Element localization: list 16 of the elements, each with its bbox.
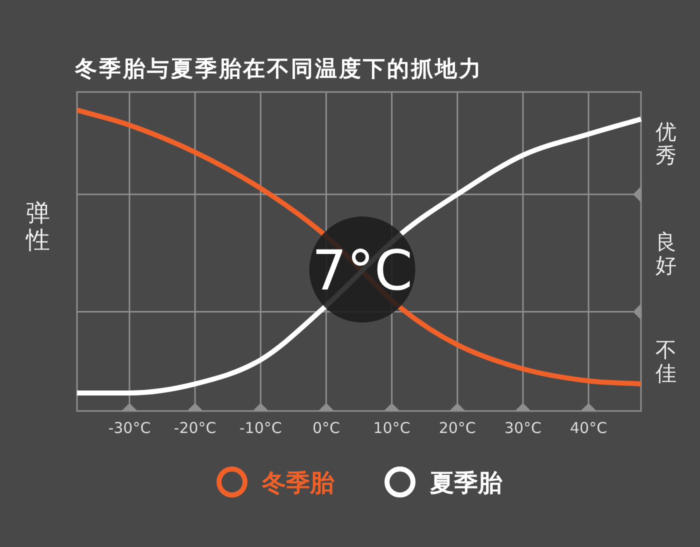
chart-title: 冬季胎与夏季胎在不同温度下的抓地力 [74,56,483,82]
annotation: 7°C [312,238,413,303]
x-tick-label: 0°C [312,419,340,437]
text: 优秀 [656,120,676,168]
x-tick-label: -30°C [108,419,151,437]
x-tick-label: -20°C [174,419,216,437]
text: 良好 [656,230,676,278]
y-axis-title: 弹性 [25,199,50,254]
x-tick-label: 20°C [438,419,476,437]
x-tick-label: 10°C [373,419,410,437]
legend-label: 夏季胎 [429,469,503,497]
x-tick-label: -10°C [239,419,282,437]
x-tick-label: 30°C [504,419,542,437]
text: 不佳 [656,338,676,386]
legend-label: 冬季胎 [261,469,335,497]
x-tick-label: 40°C [570,419,608,437]
